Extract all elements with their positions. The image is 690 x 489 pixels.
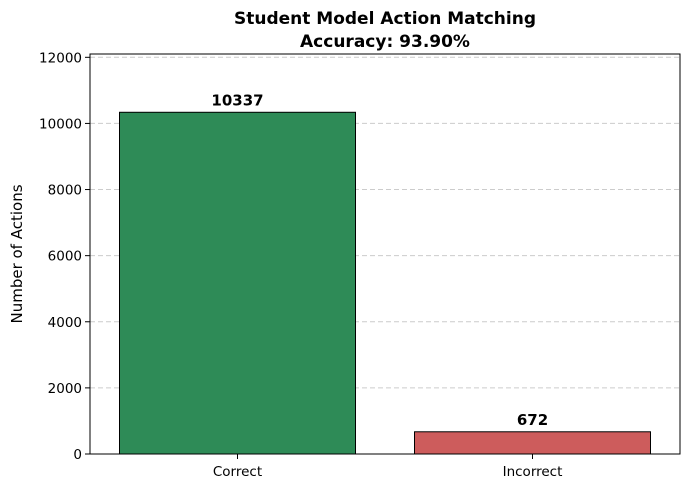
bar-correct	[119, 111, 356, 455]
bar-value-label: 10337	[211, 91, 263, 109]
x-tick-label: Correct	[213, 464, 262, 480]
bar-value-label: 672	[517, 411, 548, 429]
x-axis-ticks: Correct Incorrect	[213, 454, 563, 480]
chart-title-line-1: Student Model Action Matching	[234, 9, 536, 29]
y-tick-label: 6000	[48, 249, 82, 265]
bar-value-labels: 10337 672	[211, 91, 548, 429]
y-tick-label: 10000	[39, 116, 82, 132]
x-tick-label: Incorrect	[503, 464, 563, 480]
y-tick-label: 4000	[48, 315, 82, 331]
y-axis-ticks: 0 2000 4000 6000 8000 10000 12000	[39, 50, 90, 463]
chart-title-line-2: Accuracy: 93.90%	[300, 32, 470, 52]
y-tick-label: 12000	[39, 50, 82, 66]
bars	[119, 111, 651, 455]
y-tick-label: 2000	[48, 381, 82, 397]
y-tick-label: 8000	[48, 183, 82, 199]
plot-frame	[89, 53, 681, 455]
y-axis-label: Number of Actions	[8, 184, 26, 323]
bar-incorrect	[414, 431, 651, 455]
y-tick-label: 0	[73, 447, 82, 463]
